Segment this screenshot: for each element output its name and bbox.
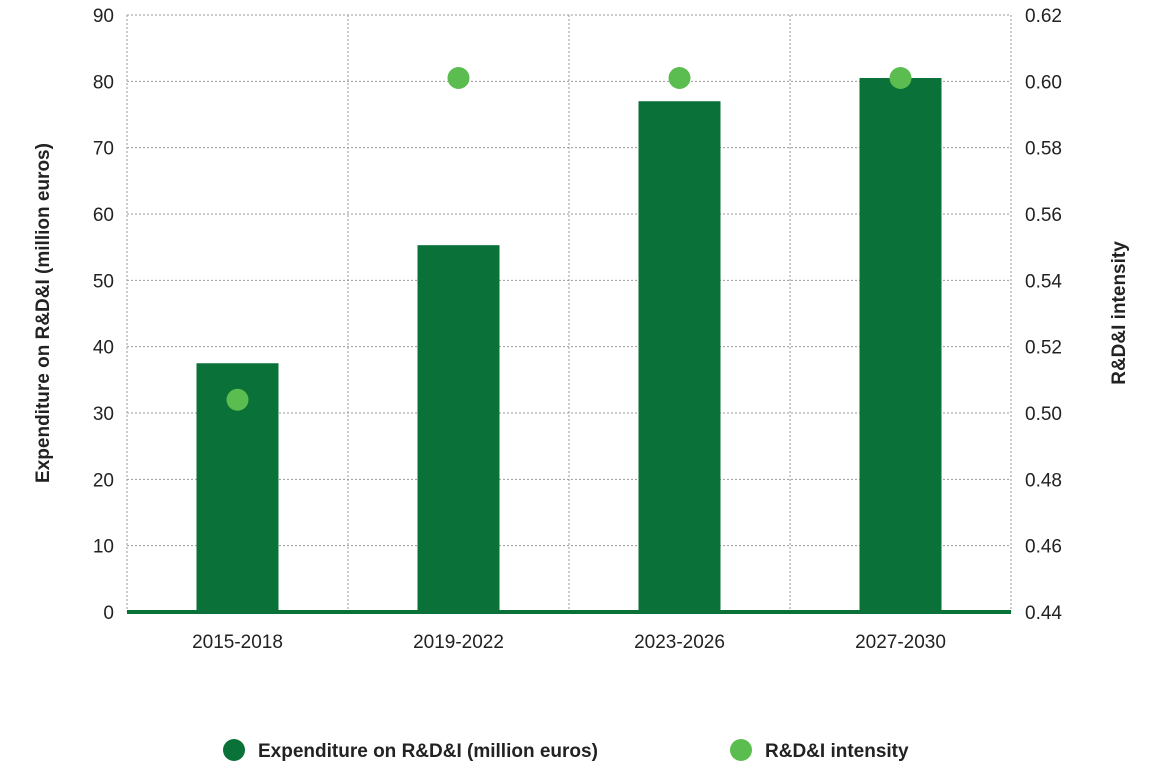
category-label: 2023-2026: [634, 632, 725, 653]
left-tick-label: 20: [93, 470, 114, 491]
right-tick-label: 0.50: [1025, 404, 1062, 425]
left-tick-label: 30: [93, 404, 114, 425]
legend-label-expenditure: Expenditure on R&D&I (million euros): [258, 741, 598, 762]
right-tick-label: 0.62: [1025, 6, 1062, 27]
bar: [417, 245, 500, 612]
left-tick-label: 50: [93, 271, 114, 292]
right-tick-label: 0.58: [1025, 139, 1062, 160]
right-tick-label: 0.60: [1025, 72, 1062, 93]
bar-series: [196, 78, 942, 613]
intensity-point: [889, 67, 912, 90]
category-labels: 2015-2018 2019-2022 2023-2026 2027-2030: [192, 632, 946, 653]
left-axis-title: Expenditure on R&D&I (million euros): [33, 143, 54, 483]
category-label: 2019-2022: [413, 632, 504, 653]
legend-label-intensity: R&D&I intensity: [765, 741, 909, 762]
intensity-point: [668, 67, 691, 90]
legend-marker-expenditure: [223, 739, 245, 761]
left-tick-label: 10: [93, 537, 114, 558]
category-label: 2027-2030: [855, 632, 946, 653]
right-tick-label: 0.52: [1025, 338, 1062, 359]
right-tick-label: 0.46: [1025, 537, 1062, 558]
legend: Expenditure on R&D&I (million euros) R&D…: [223, 739, 909, 762]
left-tick-label: 40: [93, 338, 114, 359]
right-tick-label: 0.54: [1025, 271, 1062, 292]
left-tick-label: 70: [93, 139, 114, 160]
bar: [638, 101, 721, 612]
left-tick-label: 80: [93, 72, 114, 93]
intensity-point: [447, 67, 470, 90]
left-tick-label: 90: [93, 6, 114, 27]
right-axis-ticks: 0.44 0.46 0.48 0.50 0.52 0.54 0.56 0.58 0.60 0.62: [1025, 6, 1062, 624]
right-tick-label: 0.44: [1025, 603, 1062, 624]
left-tick-label: 60: [93, 205, 114, 226]
right-tick-label: 0.56: [1025, 205, 1062, 226]
bar: [859, 78, 942, 613]
legend-marker-intensity: [730, 739, 752, 761]
right-axis-title: R&D&I intensity: [1109, 241, 1130, 385]
left-tick-label: 0: [103, 603, 114, 624]
scatter-series: [226, 67, 912, 411]
right-tick-label: 0.48: [1025, 470, 1062, 491]
left-axis-ticks: 0 10 20 30 40 50 60 70 80 90: [93, 6, 114, 624]
category-label: 2015-2018: [192, 632, 283, 653]
intensity-point: [226, 388, 249, 411]
